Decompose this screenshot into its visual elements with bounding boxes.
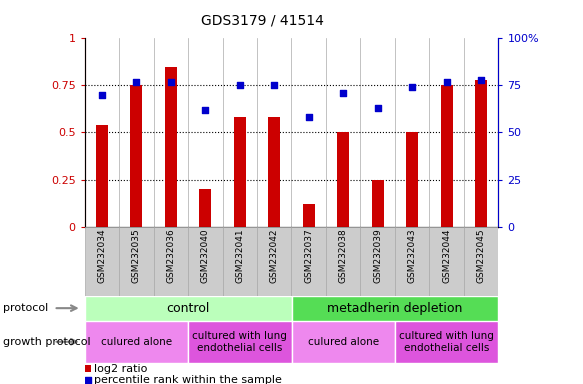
Bar [130,86,142,227]
Text: GDS3179 / 41514: GDS3179 / 41514 [201,13,324,27]
Point [442,79,451,85]
Text: GSM232045: GSM232045 [477,228,486,283]
Text: cultured with lung
endothelial cells: cultured with lung endothelial cells [399,331,494,353]
Bar [292,296,498,321]
Point [269,83,279,89]
Text: culured alone: culured alone [101,337,172,347]
Bar [303,204,315,227]
Text: metadherin depletion: metadherin depletion [327,302,463,314]
Bar [85,296,292,321]
Bar [406,132,418,227]
Bar [153,227,188,296]
Bar [395,321,498,363]
Bar [234,118,246,227]
Bar [165,67,177,227]
Bar [96,125,108,227]
Point [97,92,107,98]
Text: log2 ratio: log2 ratio [94,364,148,374]
Bar [430,227,464,296]
Bar [199,189,211,227]
Point [339,90,348,96]
Text: GSM232040: GSM232040 [201,228,210,283]
Bar [188,227,223,296]
Bar [360,227,395,296]
Bar [292,227,326,296]
Text: GSM232041: GSM232041 [236,228,244,283]
Bar [257,227,292,296]
Point [373,105,382,111]
Bar [188,321,292,363]
Bar [268,118,280,227]
Point [304,114,314,121]
Text: GSM232039: GSM232039 [373,228,382,283]
Bar [337,132,349,227]
Point [235,83,244,89]
Point [201,107,210,113]
Bar [85,365,91,372]
Bar [119,227,153,296]
Bar [464,227,498,296]
Point [83,377,92,383]
Bar [85,321,188,363]
Text: percentile rank within the sample: percentile rank within the sample [94,375,282,384]
Text: protocol: protocol [3,303,48,313]
Bar [292,321,395,363]
Bar [441,86,453,227]
Bar [223,227,257,296]
Bar [372,180,384,227]
Text: GSM232044: GSM232044 [442,228,451,283]
Point [166,79,175,85]
Text: GSM232035: GSM232035 [132,228,141,283]
Point [408,84,417,90]
Text: GSM232037: GSM232037 [304,228,313,283]
Bar [85,227,119,296]
Bar [475,80,487,227]
Bar [395,227,430,296]
Text: growth protocol: growth protocol [3,337,90,347]
Text: control: control [166,302,210,314]
Text: GSM232042: GSM232042 [270,228,279,283]
Bar [326,227,360,296]
Point [476,77,486,83]
Text: cultured with lung
endothelial cells: cultured with lung endothelial cells [192,331,287,353]
Text: GSM232043: GSM232043 [408,228,417,283]
Point [132,79,141,85]
Text: GSM232038: GSM232038 [339,228,347,283]
Text: culured alone: culured alone [308,337,379,347]
Text: GSM232034: GSM232034 [97,228,106,283]
Text: GSM232036: GSM232036 [166,228,175,283]
